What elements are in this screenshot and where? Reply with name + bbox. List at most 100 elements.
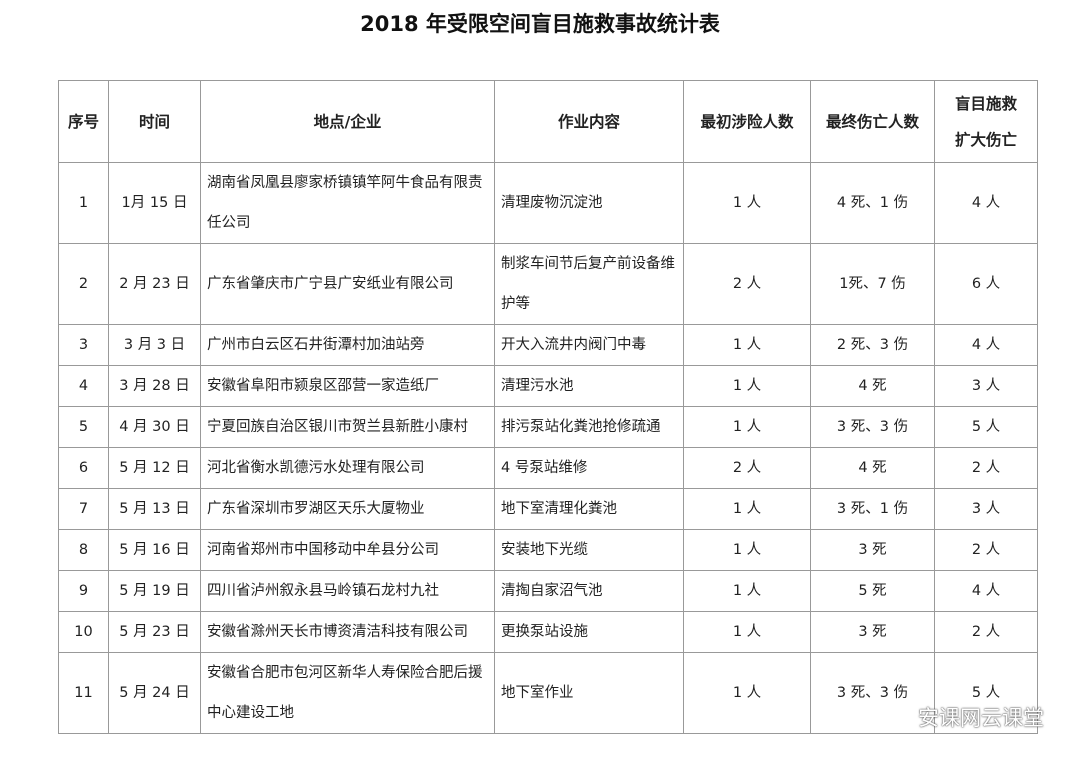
cell-work: 开大入流井内阀门中毒 <box>494 324 684 366</box>
cell-expanded: 3 人 <box>934 365 1038 407</box>
cell-place: 宁夏回族自治区银川市贺兰县新胜小康村 <box>200 406 495 448</box>
cell-no: 1 <box>58 162 109 244</box>
cell-date: 4 月 30 日 <box>108 406 201 448</box>
cell-expanded: 5 人 <box>934 652 1038 734</box>
cell-initial: 1 人 <box>683 162 811 244</box>
cell-final: 2 死、3 伤 <box>810 324 935 366</box>
cell-initial: 1 人 <box>683 611 811 653</box>
cell-initial: 2 人 <box>683 447 811 489</box>
cell-place: 安徽省合肥市包河区新华人寿保险合肥后援中心建设工地 <box>200 652 495 734</box>
header-no: 序号 <box>58 80 109 163</box>
cell-final: 4 死 <box>810 447 935 489</box>
cell-expanded: 3 人 <box>934 488 1038 530</box>
cell-place: 四川省泸州叙永县马岭镇石龙村九社 <box>200 570 495 612</box>
cell-date: 1月 15 日 <box>108 162 201 244</box>
cell-final: 3 死 <box>810 611 935 653</box>
cell-date: 2 月 23 日 <box>108 243 201 325</box>
header-place: 地点/企业 <box>200 80 495 163</box>
cell-final: 4 死 <box>810 365 935 407</box>
cell-work: 清理污水池 <box>494 365 684 407</box>
cell-expanded: 4 人 <box>934 324 1038 366</box>
cell-expanded: 4 人 <box>934 162 1038 244</box>
cell-date: 5 月 16 日 <box>108 529 201 571</box>
wechat-icon <box>879 705 910 729</box>
cell-initial: 1 人 <box>683 529 811 571</box>
cell-work: 排污泵站化粪池抢修疏通 <box>494 406 684 448</box>
header-expanded: 盲目施救 扩大伤亡 <box>934 80 1038 163</box>
cell-no: 9 <box>58 570 109 612</box>
header-expanded-line1: 盲目施救 <box>954 94 1017 113</box>
cell-final: 4 死、1 伤 <box>810 162 935 244</box>
cell-no: 6 <box>58 447 109 489</box>
cell-work: 清理废物沉淀池 <box>494 162 684 244</box>
table-header-row: 序号 时间 地点/企业 作业内容 最初涉险人数 最终伤亡人数 盲目施救扩大伤亡 <box>58 80 1038 163</box>
cell-initial: 1 人 <box>683 406 811 448</box>
cell-place: 湖南省凤凰县廖家桥镇镇竿阿牛食品有限责任公司 <box>200 162 495 244</box>
accident-table: 序号 时间 地点/企业 作业内容 最初涉险人数 最终伤亡人数 盲目施救 扩大伤亡 … <box>58 80 1038 734</box>
cell-place: 安徽省阜阳市颍泉区邵营一家造纸厂 <box>200 365 495 407</box>
header-final: 最终伤亡人数 <box>810 80 935 163</box>
cell-expanded: 2 人 <box>934 529 1038 571</box>
cell-no: 4 <box>58 365 109 407</box>
header-date: 时间 <box>108 80 201 163</box>
cell-place: 安徽省滁州天长市博资清洁科技有限公司 <box>200 611 495 653</box>
cell-expanded: 2 人 <box>934 447 1038 489</box>
cell-place: 广州市白云区石井街潭村加油站旁 <box>200 324 495 366</box>
cell-final: 3 死、3 伤 <box>810 406 935 448</box>
cell-expanded: 4 人 <box>934 570 1038 612</box>
cell-place: 河南省郑州市中国移动中牟县分公司 <box>200 529 495 571</box>
cell-no: 10 <box>58 611 109 653</box>
table-row: 1 1月 15 日湖南省凤凰县廖家桥镇镇竿阿牛食品有限责任公司 清理废物沉淀池 1 人… <box>58 162 1038 244</box>
cell-date: 5 月 13 日 <box>108 488 201 530</box>
cell-date: 3 月 3 日 <box>108 324 201 366</box>
page-title: 2018 年受限空间盲目施救事故统计表 <box>360 12 720 36</box>
cell-final: 3 死 <box>810 529 935 571</box>
cell-work: 4 号泵站维修 <box>494 447 684 489</box>
cell-initial: 1 人 <box>683 488 811 530</box>
cell-initial: 2 人 <box>683 243 811 325</box>
cell-date: 5 月 12 日 <box>108 447 201 489</box>
cell-no: 5 <box>58 406 109 448</box>
cell-final: 3 死、3 伤 <box>810 652 935 734</box>
cell-expanded: 6 人 <box>934 243 1038 325</box>
cell-place: 河北省衡水凯德污水处理有限公司 <box>200 447 495 489</box>
cell-initial: 1 人 <box>683 365 811 407</box>
cell-place: 广东省肇庆市广宁县广安纸业有限公司 <box>200 243 495 325</box>
cell-expanded: 2 人 <box>934 611 1038 653</box>
header-work: 作业内容 <box>494 80 684 163</box>
cell-initial: 1 人 <box>683 324 811 366</box>
cell-final: 3 死、1 伤 <box>810 488 935 530</box>
cell-no: 11 <box>58 652 109 734</box>
cell-no: 8 <box>58 529 109 571</box>
cell-no: 7 <box>58 488 109 530</box>
cell-date: 3 月 28 日 <box>108 365 201 407</box>
header-initial: 最初涉险人数 <box>683 80 811 163</box>
cell-initial: 1 人 <box>683 652 811 734</box>
cell-no: 3 <box>58 324 109 366</box>
cell-expanded: 5 人 <box>934 406 1038 448</box>
cell-work: 更换泵站设施 <box>494 611 684 653</box>
cell-date: 5 月 19 日 <box>108 570 201 612</box>
cell-place: 广东省深圳市罗湖区天乐大厦物业 <box>200 488 495 530</box>
cell-final: 1死、7 伤 <box>810 243 935 325</box>
table-row: 11 5 月 24 日安徽省合肥市包河区新华人寿保险合肥后援中心建设工地 地下室作业… <box>58 652 1038 734</box>
header-expanded-line2: 扩大伤亡 <box>954 130 1017 149</box>
cell-work: 清掏自家沼气池 <box>494 570 684 612</box>
cell-work: 地下室清理化粪池 <box>494 488 684 530</box>
cell-work: 制浆车间节后复产前设备维护等 <box>494 243 684 325</box>
watermark: 安课网云课堂 <box>878 702 1044 732</box>
watermark-text: 安课网云课堂 <box>918 706 1044 730</box>
cell-no: 2 <box>58 243 109 325</box>
cell-work: 安装地下光缆 <box>494 529 684 571</box>
cell-date: 5 月 23 日 <box>108 611 201 653</box>
cell-final: 5 死 <box>810 570 935 612</box>
cell-work: 地下室作业 <box>494 652 684 734</box>
